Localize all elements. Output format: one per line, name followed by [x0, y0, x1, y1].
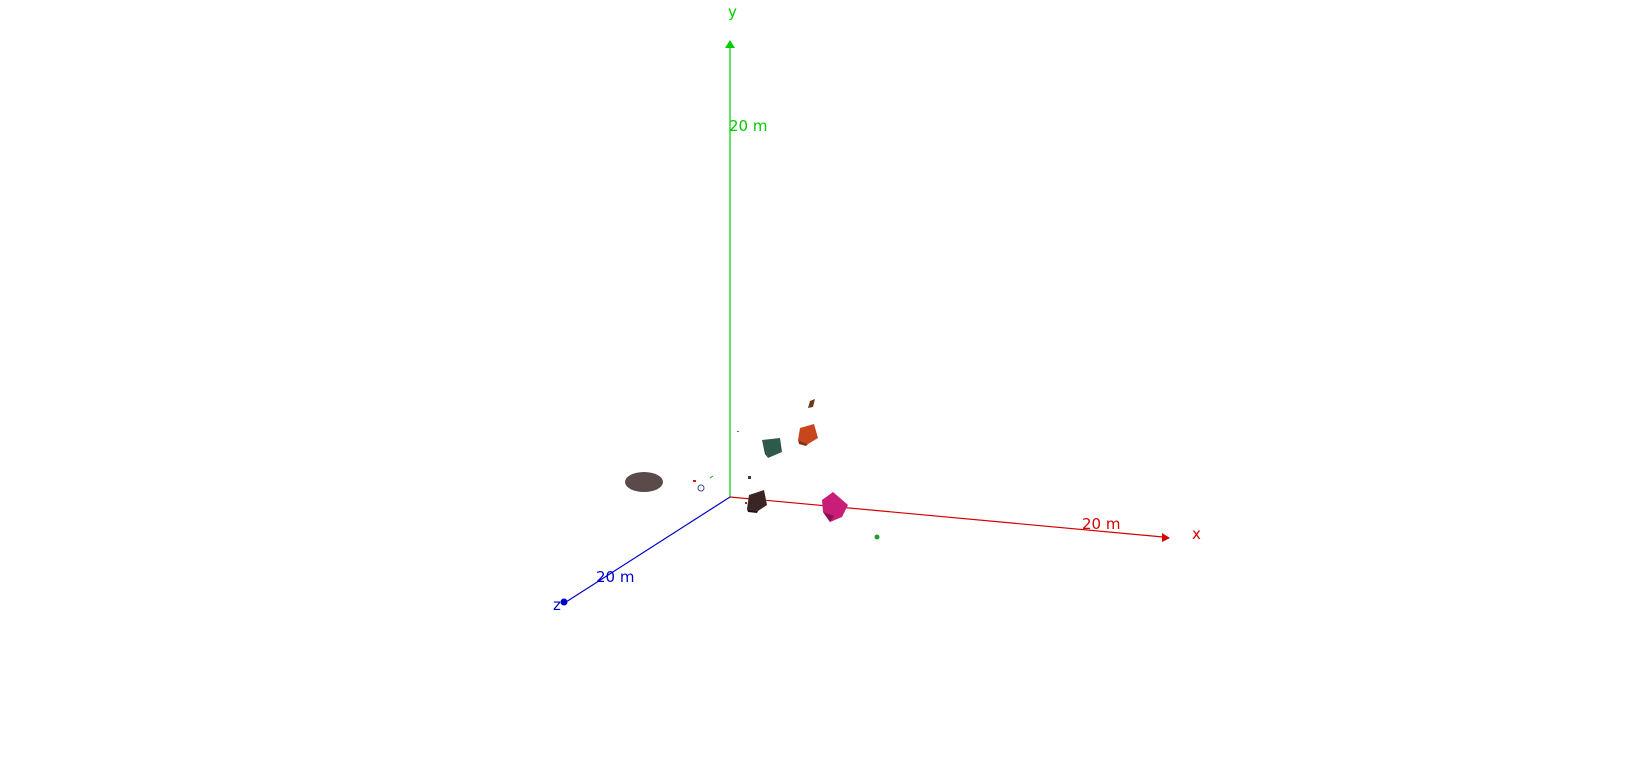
y-axis-scale-label: 20 m: [729, 117, 767, 135]
y-axis-label: y: [728, 3, 737, 21]
ellipse-object[interactable]: [625, 472, 663, 492]
dark-brown-block[interactable]: [747, 490, 767, 513]
magenta-block[interactable]: [822, 492, 848, 522]
x-axis-arrowhead: [1162, 533, 1170, 542]
x-axis-line: [729, 496, 1164, 538]
z-axis-line: [565, 496, 731, 603]
small-brown-marker[interactable]: [808, 399, 815, 408]
y-axis-arrowhead: [725, 40, 735, 48]
z-axis-arrowhead: [560, 598, 568, 606]
z-axis-label: z: [553, 596, 561, 614]
dark-teal-block[interactable]: [762, 438, 782, 458]
green-speck[interactable]: [874, 534, 880, 540]
small-debris-cluster: [693, 431, 751, 504]
x-axis-label: x: [1192, 525, 1201, 543]
orange-block[interactable]: [798, 424, 818, 446]
z-axis-scale-label: 20 m: [596, 568, 634, 586]
x-axis-scale-label: 20 m: [1082, 515, 1120, 533]
